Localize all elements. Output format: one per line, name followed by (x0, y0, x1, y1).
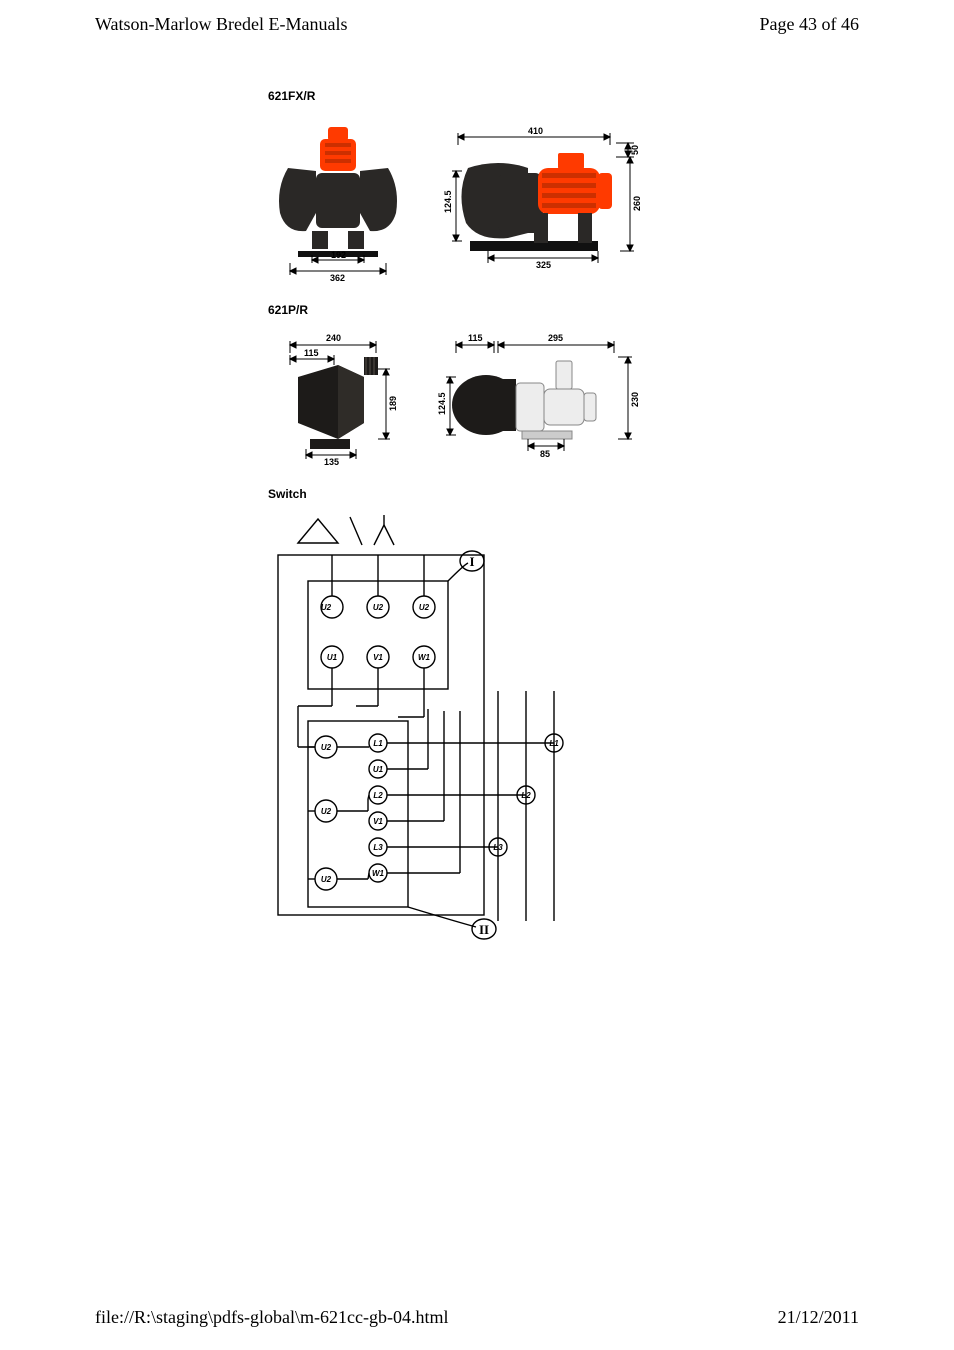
footer-path: file://R:\staging\pdfs-global\m-621cc-gb… (95, 1307, 448, 1328)
dim-p-side-top-right: 295 (548, 333, 563, 343)
page-content: 621FX/R (268, 85, 668, 941)
p-figure-row: 240 115 (268, 327, 668, 467)
term-bus-l1: L1 (549, 739, 559, 748)
dim-p-side-bottom: 85 (540, 449, 550, 459)
dim-fx-side-left-v: 124.5 (443, 190, 453, 213)
term-c-l3: L3 (373, 843, 383, 852)
term-left-3: U2 (321, 875, 332, 884)
term-left-1: U2 (321, 743, 332, 752)
term-c-w1: W1 (372, 869, 385, 878)
dim-fx-front-outer: 362 (330, 273, 345, 283)
dim-p-side-top-left: 115 (468, 333, 483, 343)
term-c-l2: L2 (373, 791, 383, 800)
term-w1: W1 (418, 653, 431, 662)
page-number: Page 43 of 46 (760, 14, 859, 35)
fx-side-drawing: 410 50 (438, 113, 643, 283)
dim-fx-side-bottom: 325 (536, 260, 551, 270)
section-title-621fxr: 621FX/R (268, 89, 668, 103)
dim-p-side-right-v: 230 (630, 392, 640, 407)
term-u2-1: U2 (321, 603, 332, 612)
dim-p-front-top-inner: 115 (304, 348, 319, 358)
section-title-switch: Switch (268, 487, 668, 501)
term-bus-l2: L2 (521, 791, 531, 800)
term-c-u1: U1 (373, 765, 384, 774)
dim-p-side-left-v: 124.5 (438, 392, 447, 415)
cable-label-i: I (469, 554, 474, 569)
term-u2-2: U2 (373, 603, 384, 612)
dim-fx-side-right-top: 50 (630, 145, 640, 155)
cable-label-ii: II (479, 922, 489, 937)
header-title: Watson-Marlow Bredel E-Manuals (95, 14, 347, 35)
dim-fx-front-inner: 192 (331, 250, 346, 260)
dim-p-front-top: 240 (326, 333, 341, 343)
dim-fx-side-right-v: 260 (632, 196, 642, 211)
dim-p-front-bottom: 135 (324, 457, 339, 467)
term-bus-l3: L3 (493, 843, 503, 852)
term-c-l1: L1 (373, 739, 383, 748)
term-c-v1: V1 (373, 817, 383, 826)
fx-front-drawing: 192 362 (268, 113, 408, 283)
term-u1: U1 (327, 653, 338, 662)
fx-figure-row: 192 362 410 (268, 113, 668, 283)
term-v1: V1 (373, 653, 383, 662)
dim-p-front-right-v: 189 (388, 396, 398, 411)
dim-fx-side-top: 410 (528, 126, 543, 136)
footer-date: 21/12/2011 (778, 1307, 859, 1328)
term-u2-3: U2 (419, 603, 430, 612)
p-front-drawing: 240 115 (268, 327, 408, 467)
term-left-2: U2 (321, 807, 332, 816)
p-side-drawing: 115 295 (438, 327, 643, 467)
section-title-621pr: 621P/R (268, 303, 668, 317)
switch-wiring-diagram: U2 U2 U2 U1 V1 W1 U2 U2 U2 L1 U1 L2 V1 L… (268, 511, 578, 941)
